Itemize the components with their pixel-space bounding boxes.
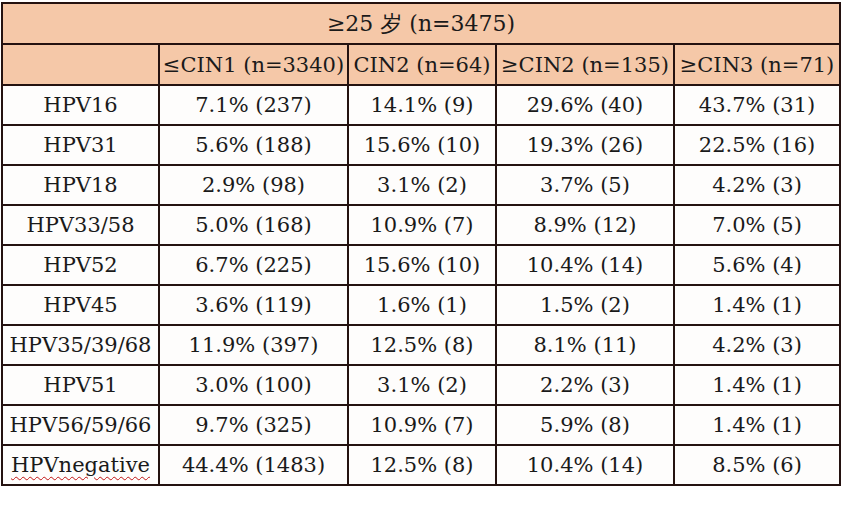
data-cell: 2.9% (98) [159, 165, 348, 205]
data-cell: 5.6% (188) [159, 125, 348, 165]
table-header-row: ≤CIN1 (n=3340) CIN2 (n=64) ≥CIN2 (n=135)… [2, 44, 840, 85]
data-cell: 15.6% (10) [348, 245, 496, 285]
data-cell: 2.2% (3) [496, 365, 674, 405]
data-cell: 5.6% (4) [674, 245, 840, 285]
data-cell: 3.1% (2) [348, 365, 496, 405]
data-cell: 4.2% (3) [674, 165, 840, 205]
data-cell: 12.5% (8) [348, 325, 496, 365]
data-cell: 11.9% (397) [159, 325, 348, 365]
table-row: HPV51 3.0% (100) 3.1% (2) 2.2% (3) 1.4% … [2, 365, 840, 405]
row-label: HPV45 [2, 285, 159, 325]
table-title: ≥25 岁 (n=3475) [2, 3, 840, 44]
column-header-ge-cin2: ≥CIN2 (n=135) [496, 44, 674, 85]
data-cell: 10.4% (14) [496, 445, 674, 485]
data-cell: 1.6% (1) [348, 285, 496, 325]
table-row: HPV56/59/66 9.7% (325) 10.9% (7) 5.9% (8… [2, 405, 840, 445]
column-header-empty [2, 44, 159, 85]
data-cell: 10.9% (7) [348, 405, 496, 445]
row-label: HPV16 [2, 85, 159, 125]
table-row: HPV35/39/68 11.9% (397) 12.5% (8) 8.1% (… [2, 325, 840, 365]
table-title-row: ≥25 岁 (n=3475) [2, 3, 840, 44]
data-cell: 4.2% (3) [674, 325, 840, 365]
row-label-spellchecked-text: HPVnegative [11, 453, 150, 477]
data-cell: 29.6% (40) [496, 85, 674, 125]
data-cell: 15.6% (10) [348, 125, 496, 165]
table-row: HPV16 7.1% (237) 14.1% (9) 29.6% (40) 43… [2, 85, 840, 125]
hpv-prevalence-table: ≥25 岁 (n=3475) ≤CIN1 (n=3340) CIN2 (n=64… [1, 2, 841, 486]
row-label: HPV51 [2, 365, 159, 405]
data-cell: 3.1% (2) [348, 165, 496, 205]
data-cell: 8.9% (12) [496, 205, 674, 245]
data-cell: 10.9% (7) [348, 205, 496, 245]
data-cell: 8.1% (11) [496, 325, 674, 365]
data-cell: 5.0% (168) [159, 205, 348, 245]
column-header-cin2: CIN2 (n=64) [348, 44, 496, 85]
data-cell: 1.4% (1) [674, 405, 840, 445]
data-cell: 43.7% (31) [674, 85, 840, 125]
data-cell: 22.5% (16) [674, 125, 840, 165]
data-cell: 6.7% (225) [159, 245, 348, 285]
column-header-le-cin1: ≤CIN1 (n=3340) [159, 44, 348, 85]
table-row: HPV33/58 5.0% (168) 10.9% (7) 8.9% (12) … [2, 205, 840, 245]
data-cell: 3.6% (119) [159, 285, 348, 325]
data-cell: 9.7% (325) [159, 405, 348, 445]
table-row: HPV45 3.6% (119) 1.6% (1) 1.5% (2) 1.4% … [2, 285, 840, 325]
data-cell: 7.1% (237) [159, 85, 348, 125]
data-cell: 1.4% (1) [674, 365, 840, 405]
row-label: HPV18 [2, 165, 159, 205]
row-label: HPV33/58 [2, 205, 159, 245]
table-row: HPVnegative 44.4% (1483) 12.5% (8) 10.4%… [2, 445, 840, 485]
data-cell: 3.7% (5) [496, 165, 674, 205]
data-cell: 12.5% (8) [348, 445, 496, 485]
data-cell: 14.1% (9) [348, 85, 496, 125]
table-row: HPV31 5.6% (188) 15.6% (10) 19.3% (26) 2… [2, 125, 840, 165]
column-header-ge-cin3: ≥CIN3 (n=71) [674, 44, 840, 85]
data-cell: 1.4% (1) [674, 285, 840, 325]
row-label: HPV52 [2, 245, 159, 285]
data-cell: 7.0% (5) [674, 205, 840, 245]
row-label: HPV35/39/68 [2, 325, 159, 365]
table-row: HPV52 6.7% (225) 15.6% (10) 10.4% (14) 5… [2, 245, 840, 285]
data-cell: 10.4% (14) [496, 245, 674, 285]
table-row: HPV18 2.9% (98) 3.1% (2) 3.7% (5) 4.2% (… [2, 165, 840, 205]
row-label: HPV56/59/66 [2, 405, 159, 445]
data-cell: 44.4% (1483) [159, 445, 348, 485]
hpv-prevalence-table-wrapper: ≥25 岁 (n=3475) ≤CIN1 (n=3340) CIN2 (n=64… [1, 2, 841, 486]
row-label: HPV31 [2, 125, 159, 165]
data-cell: 1.5% (2) [496, 285, 674, 325]
data-cell: 3.0% (100) [159, 365, 348, 405]
row-label: HPVnegative [2, 445, 159, 485]
data-cell: 8.5% (6) [674, 445, 840, 485]
data-cell: 5.9% (8) [496, 405, 674, 445]
data-cell: 19.3% (26) [496, 125, 674, 165]
